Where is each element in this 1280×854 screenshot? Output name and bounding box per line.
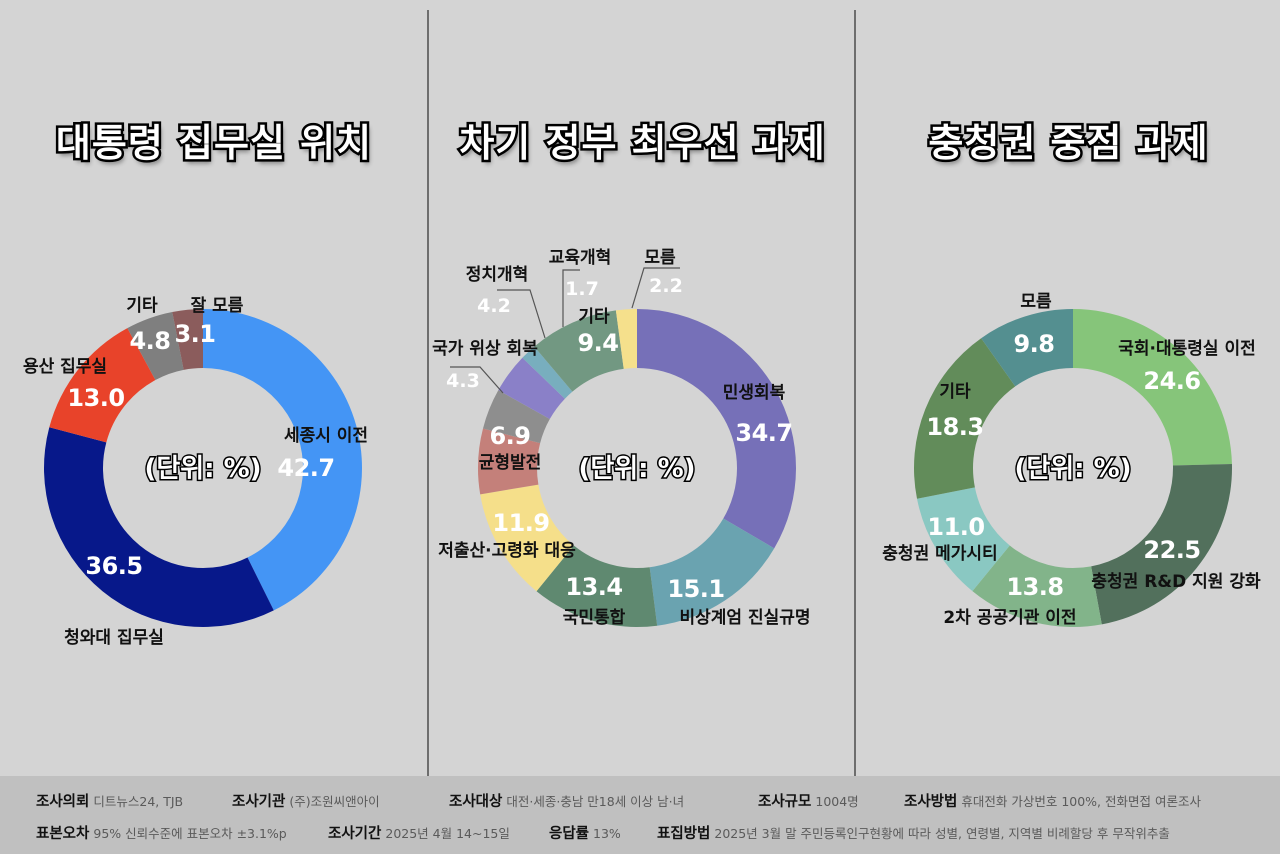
- slice-value: 13.8: [1006, 573, 1063, 601]
- slice-value: 11.0: [927, 513, 984, 541]
- survey-info-item: 조사의뢰 디트뉴스24, TJB: [36, 794, 184, 810]
- donut-slice: [49, 328, 156, 443]
- donut-slice: [127, 312, 184, 381]
- donut-charts: (단위: %) (단위: %) (단위: %) 세종시 이전 42.7 36.5…: [23, 247, 1261, 648]
- panel-chungcheong-tasks: 충청권 중점 과제: [857, 0, 1280, 776]
- slice-value: 4.3: [446, 370, 480, 392]
- slice-label: 2차 공공기관 이전: [943, 608, 1076, 628]
- slice-label: 교육개혁: [549, 247, 612, 268]
- slice-value: 9.8: [1013, 330, 1054, 358]
- donut-chungcheong-tasks: [914, 309, 1233, 628]
- survey-info-item: 조사기간 2025년 4월 14~15일: [328, 826, 510, 842]
- donut-slice: [478, 428, 541, 495]
- survey-info-item: 표본오차 95% 신뢰수준에 표본오차 ±3.1%p: [36, 826, 287, 842]
- leader-line-politics: [497, 289, 546, 339]
- slice-label: 충청권 R&D 지원 강화: [1091, 571, 1261, 592]
- leader-line-unknown: [631, 267, 680, 309]
- slice-value: 1.7: [565, 278, 599, 300]
- donut-slice: [972, 545, 1102, 628]
- slice-value: 11.9: [492, 509, 549, 537]
- slice-value: 3.1: [174, 320, 215, 348]
- panel-divider-2: [854, 10, 856, 776]
- slice-value: 6.9: [489, 422, 530, 450]
- slice-label: 청와대 집무실: [64, 627, 164, 648]
- slice-label: 국가 위상 회복: [432, 339, 538, 359]
- slice-label: 모름: [1020, 292, 1052, 312]
- slice-label: 국회·대통령실 이전: [1118, 338, 1256, 359]
- donut-slice: [498, 357, 565, 420]
- slice-value: 4.2: [477, 295, 511, 317]
- slice-value: 42.7: [277, 454, 334, 482]
- donut-slice: [536, 545, 658, 627]
- donut-slice: [981, 309, 1073, 387]
- slice-label: 비상계엄 진실규명: [679, 608, 810, 628]
- slice-label: 균형발전: [479, 452, 542, 473]
- panel-divider-1: [427, 10, 429, 776]
- donut-slice: [637, 309, 796, 549]
- donut-slice: [914, 338, 1016, 499]
- slice-value: 18.3: [926, 413, 983, 441]
- slice-value: 9.4: [577, 329, 618, 357]
- panel-office-location: 대통령 집무실 위치: [0, 0, 428, 776]
- survey-info-item: 조사대상 대전·세종·충남 만18세 이상 남·녀: [449, 794, 685, 810]
- slice-value: 13.0: [67, 384, 124, 412]
- slice-label: 충청권 메가시티: [882, 543, 997, 564]
- slice-value: 34.7: [735, 419, 792, 447]
- donut-slice: [172, 309, 203, 370]
- chart-title-office-location: 대통령 집무실 위치: [53, 119, 373, 168]
- survey-info-item: 조사규모 1004명: [758, 794, 859, 810]
- donut-slice: [522, 346, 573, 399]
- panel-next-gov-priority: 차기 정부 최우선 과제: [430, 0, 855, 776]
- slice-value: 2.2: [649, 275, 683, 297]
- donut-slice: [482, 390, 550, 444]
- slice-value: 15.1: [667, 575, 724, 603]
- unit-label: (단위: %): [578, 454, 695, 484]
- donut-slice: [44, 427, 274, 627]
- survey-info-item: 조사방법 휴대전화 가상번호 100%, 전화면접 여론조사: [904, 794, 1201, 810]
- survey-info-item: 응답률 13%: [549, 826, 621, 842]
- chart-title-next-gov-priority: 차기 정부 최우선 과제: [457, 119, 827, 168]
- donut-slice: [1073, 309, 1232, 466]
- donut-slice: [615, 309, 637, 369]
- donut-next-gov-priority: [478, 309, 796, 627]
- slice-value: 22.5: [1143, 536, 1200, 564]
- unit-label: (단위: %): [144, 454, 261, 484]
- donut-office-location: [44, 309, 362, 627]
- slice-label: 기타: [126, 296, 158, 316]
- leader-line-education: [562, 269, 580, 327]
- survey-info-footer: 조사의뢰 디트뉴스24, TJB 조사기관 (주)조원씨앤아이 조사대상 대전·세종·…: [0, 776, 1280, 854]
- slice-value: 36.5: [85, 552, 142, 580]
- unit-label: (단위: %): [1014, 454, 1131, 484]
- chart-title-chungcheong-tasks: 충청권 중점 과제: [926, 119, 1210, 168]
- survey-info-item: 표집방법 2025년 3월 말 주민등록인구현황에 따라 성별, 연령별, 지역별…: [657, 826, 1170, 842]
- slice-label: 잘 모름: [191, 295, 244, 316]
- donut-slice: [203, 309, 362, 611]
- slice-label: 기타: [939, 382, 971, 402]
- survey-info-item: 조사기관 (주)조원씨앤아이: [232, 794, 380, 810]
- slice-label: 저출산·고령화 대응: [438, 540, 576, 561]
- slice-label: 세종시 이전: [284, 426, 368, 446]
- leader-line-national-status: [450, 366, 504, 394]
- slice-label: 기타: [578, 307, 610, 327]
- donut-slice: [1091, 464, 1233, 625]
- slice-label: 용산 집무실: [23, 357, 107, 377]
- slice-value: 4.8: [129, 327, 170, 355]
- slice-label: 정치개혁: [466, 264, 529, 285]
- slice-value: 24.6: [1143, 367, 1200, 395]
- donut-slice: [480, 484, 574, 592]
- slice-label: 모름: [644, 248, 676, 268]
- donut-slice: [917, 487, 1010, 592]
- slice-value: 13.4: [565, 573, 622, 601]
- donut-slice: [534, 310, 624, 392]
- donut-slice: [649, 518, 775, 626]
- slice-label: 민생회복: [723, 383, 786, 403]
- slice-label: 국민통합: [563, 607, 626, 628]
